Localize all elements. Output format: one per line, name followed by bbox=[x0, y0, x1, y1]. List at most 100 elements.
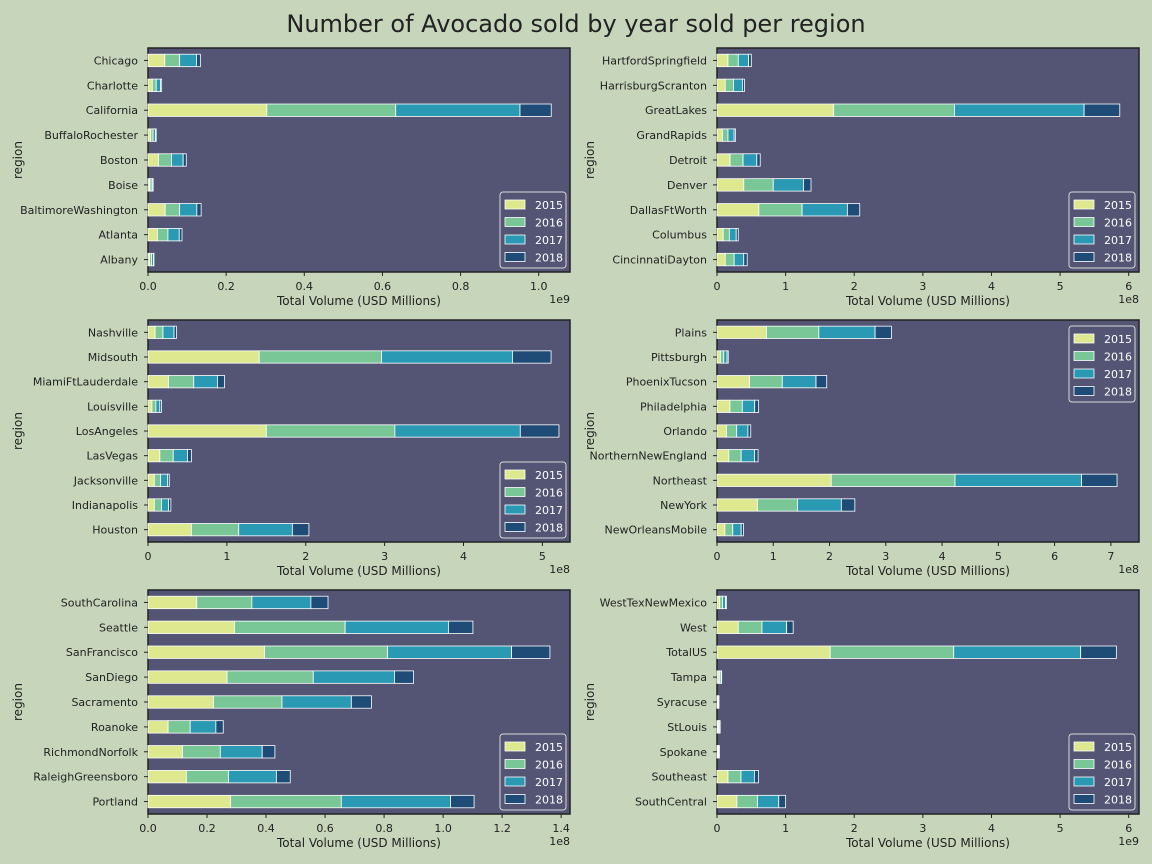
x-tick-label: 1 bbox=[782, 280, 789, 293]
bar-2016-NorthernNewEngland bbox=[728, 449, 742, 463]
subplot-5: SouthCarolina Seattle SanFrancisco SanDiego… bbox=[11, 589, 571, 850]
y-tick-label: Northeast bbox=[653, 474, 708, 487]
bar-2017-NewOrleansMobile bbox=[732, 523, 742, 537]
bar-2017-Philadelphia bbox=[741, 399, 756, 413]
bar-2017-Chicago bbox=[179, 53, 197, 68]
x-axis-label: Total Volume (USD Millions) bbox=[845, 294, 1010, 308]
bar-2017-Columbus bbox=[728, 228, 737, 242]
bar-2018-StLouis bbox=[719, 720, 721, 734]
bar-2016-GrandRapids bbox=[722, 128, 729, 142]
bar-2016-Houston bbox=[190, 523, 240, 537]
x-tick-label: 5 bbox=[1057, 280, 1064, 293]
axis-offset-label: 1e9 bbox=[549, 293, 570, 306]
bar-2018-Midsouth bbox=[512, 350, 552, 364]
x-tick-label: 4 bbox=[988, 280, 995, 293]
bar-2016-TotalUS bbox=[829, 645, 955, 659]
legend-swatch-2017 bbox=[504, 776, 526, 787]
bar-2016-HarrisburgScranton bbox=[724, 78, 734, 92]
bar-2018-Indianapolis bbox=[168, 498, 172, 512]
bar-2015-CincinnatiDayton bbox=[716, 252, 726, 267]
bar-2016-Chicago bbox=[164, 53, 181, 68]
bar-2018-LasVegas bbox=[187, 449, 192, 463]
bar-2015-Atlanta bbox=[147, 228, 158, 242]
bar-2017-PhoenixTucson bbox=[781, 375, 817, 389]
legend-swatch-2015 bbox=[504, 741, 526, 752]
bar-2018-Portland bbox=[450, 794, 475, 809]
bar-2015-Plains bbox=[716, 325, 767, 339]
bar-2018-Jacksonville bbox=[167, 473, 170, 487]
bar-2015-Jacksonville bbox=[147, 473, 155, 487]
bar-2018-Columbus bbox=[735, 228, 739, 242]
bar-2018-Roanoke bbox=[215, 720, 224, 734]
x-tick-label: 4 bbox=[939, 550, 946, 563]
legend-swatch-2017 bbox=[504, 234, 526, 245]
legend-swatch-2017 bbox=[1073, 234, 1095, 245]
legend-label-2017: 2017 bbox=[535, 234, 563, 247]
legend-label-2016: 2016 bbox=[1104, 351, 1132, 364]
x-tick-label: 0 bbox=[145, 550, 152, 563]
y-tick-label: HarrisburgScranton bbox=[600, 79, 707, 92]
legend-label-2015: 2015 bbox=[1104, 199, 1132, 212]
bar-2017-SanDiego bbox=[312, 670, 395, 684]
bar-2015-PhoenixTucson bbox=[716, 375, 751, 389]
bar-2017-Louisville bbox=[155, 399, 161, 413]
legend-swatch-2018 bbox=[504, 794, 526, 804]
legend-swatch-2017 bbox=[1073, 776, 1095, 787]
bar-2015-MiamiFtLauderdale bbox=[147, 375, 169, 389]
legend-swatch-2018 bbox=[1073, 794, 1095, 804]
bar-2018-Boise bbox=[152, 178, 154, 192]
y-tick-label: BuffaloRochester bbox=[44, 129, 138, 142]
bar-2015-Midsouth bbox=[147, 350, 260, 364]
bar-2016-Plains bbox=[766, 325, 820, 339]
bar-2016-MiamiFtLauderdale bbox=[168, 375, 195, 389]
y-tick-label: Denver bbox=[667, 179, 707, 192]
bar-2018-RichmondNorfolk bbox=[261, 745, 276, 759]
x-tick-label: 0 bbox=[714, 550, 721, 563]
legend-swatch-2015 bbox=[1073, 333, 1095, 344]
bar-2015-TotalUS bbox=[716, 645, 831, 659]
x-axis-label: Total Volume (USD Millions) bbox=[276, 294, 441, 308]
x-tick-label: 1 bbox=[223, 550, 230, 563]
axis-offset-label: 1e9 bbox=[1118, 835, 1139, 848]
bar-2016-SouthCarolina bbox=[196, 595, 253, 610]
y-tick-label: Charlotte bbox=[87, 79, 138, 92]
x-tick-label: 1.2 bbox=[493, 822, 511, 835]
y-tick-label: Plains bbox=[675, 326, 707, 339]
bar-2015-Houston bbox=[147, 523, 192, 537]
bar-2018-PhoenixTucson bbox=[815, 375, 828, 389]
bar-2017-GrandRapids bbox=[727, 128, 735, 142]
x-axis-label: Total Volume (USD Millions) bbox=[276, 836, 441, 850]
x-tick-label: 0.2 bbox=[217, 280, 235, 293]
legend-label-2015: 2015 bbox=[535, 199, 563, 212]
subplot-1: Chicago Charlotte California BuffaloRochest… bbox=[11, 47, 571, 308]
bar-2015-SanDiego bbox=[147, 670, 228, 684]
bar-2018-MiamiFtLauderdale bbox=[217, 375, 225, 389]
bar-2017-SanFrancisco bbox=[387, 645, 512, 659]
bar-2017-SouthCarolina bbox=[251, 595, 312, 610]
x-tick-label: 0.8 bbox=[375, 822, 393, 835]
legend-swatch-2017 bbox=[504, 504, 526, 515]
x-tick-label: 7 bbox=[1107, 550, 1114, 563]
y-tick-label: Philadelphia bbox=[640, 400, 707, 413]
bar-2016-Midsouth bbox=[258, 350, 382, 364]
bar-2015-Columbus bbox=[716, 228, 724, 242]
x-tick-label: 3 bbox=[381, 550, 388, 563]
bar-2016-LosAngeles bbox=[265, 424, 396, 438]
bar-2015-Orlando bbox=[716, 424, 727, 438]
bar-2017-Houston bbox=[238, 523, 293, 537]
bar-2018-SanFrancisco bbox=[511, 645, 551, 659]
y-tick-label: Portland bbox=[92, 796, 138, 809]
bar-2018-RaleighGreensboro bbox=[275, 770, 291, 784]
bar-2017-Indianapolis bbox=[161, 498, 169, 512]
bar-2017-Pittsburgh bbox=[723, 350, 728, 364]
bar-2018-Louisville bbox=[159, 399, 162, 413]
legend-label-2017: 2017 bbox=[1104, 234, 1132, 247]
bar-2015-BuffaloRochester bbox=[147, 128, 152, 142]
bar-2016-Philadelphia bbox=[729, 399, 743, 413]
x-tick-label: 0.6 bbox=[316, 822, 334, 835]
legend-swatch-2015 bbox=[504, 469, 526, 480]
x-tick-label: 0.0 bbox=[139, 822, 157, 835]
legend-swatch-2018 bbox=[504, 252, 526, 262]
bar-2015-GrandRapids bbox=[716, 128, 723, 142]
